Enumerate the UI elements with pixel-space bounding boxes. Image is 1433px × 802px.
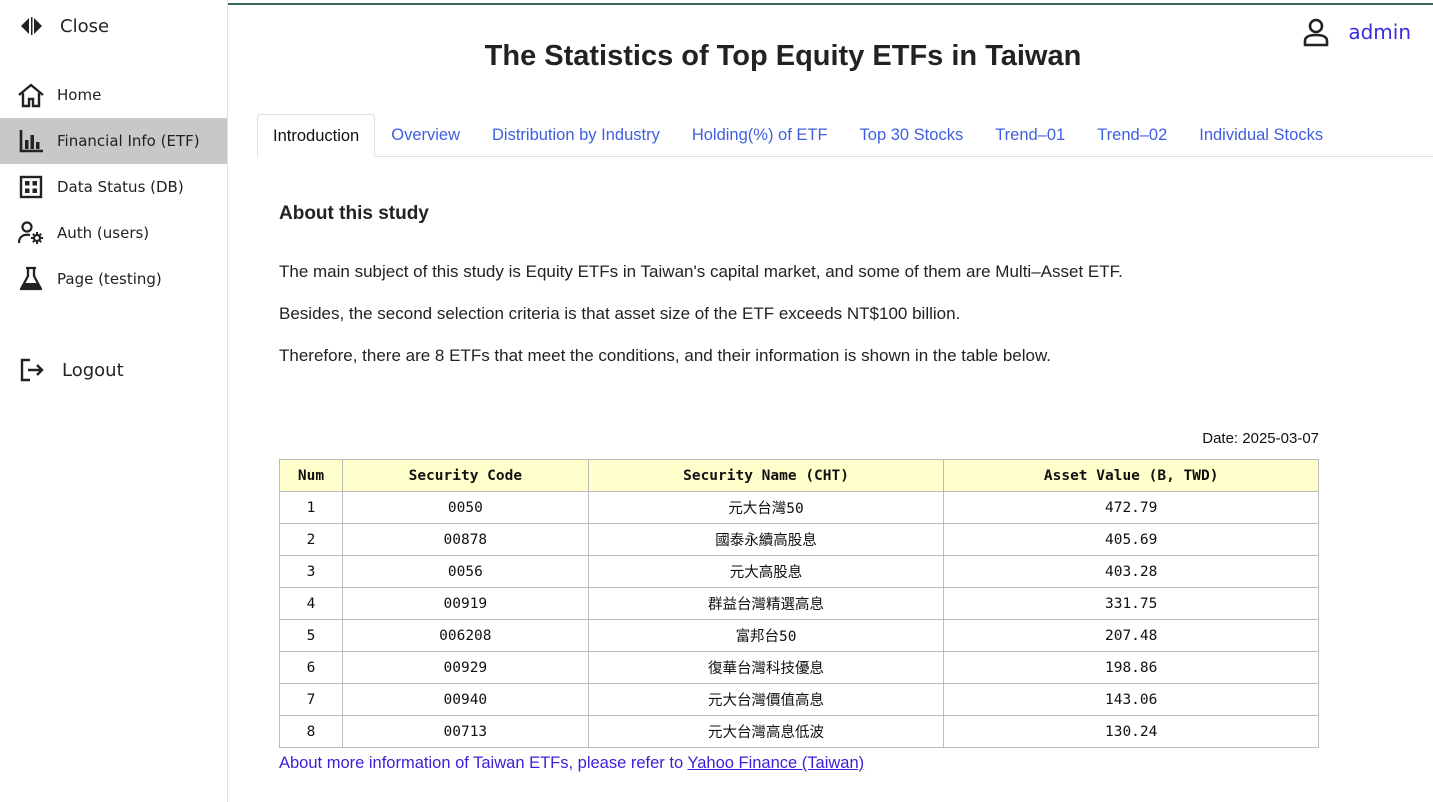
- cell-name: 群益台灣精選高息: [587, 587, 945, 620]
- etf-table: Num Security Code Security Name (CHT) As…: [279, 459, 1319, 748]
- table-row: 4 00919 群益台灣精選高息 331.75: [279, 587, 1319, 620]
- tab-top-30-stocks[interactable]: Top 30 Stocks: [859, 126, 964, 144]
- cell-name: 國泰永續高股息: [587, 523, 945, 556]
- column-header-num: Num: [279, 459, 343, 492]
- cell-name: 復華台灣科技優息: [587, 651, 945, 684]
- intro-paragraph-3: Therefore, there are 8 ETFs that meet th…: [279, 346, 1052, 365]
- table-row: 2 00878 國泰永續高股息 405.69: [279, 523, 1319, 556]
- cell-code: 00919: [341, 587, 589, 620]
- cell-value: 143.06: [943, 683, 1319, 716]
- cell-value: 198.86: [943, 651, 1319, 684]
- cell-name: 元大高股息: [587, 555, 945, 588]
- cell-num: 7: [279, 683, 343, 716]
- intro-paragraph-1: The main subject of this study is Equity…: [279, 262, 1123, 281]
- table-row: 5 006208 富邦台50 207.48: [279, 619, 1319, 652]
- cell-value: 403.28: [943, 555, 1319, 588]
- bar-chart-icon: [17, 127, 45, 155]
- tab-introduction[interactable]: Introduction: [257, 114, 376, 157]
- main-content: The Statistics of Top Equity ETFs in Tai…: [228, 0, 1433, 802]
- cell-code: 00713: [341, 715, 589, 748]
- sidebar-item-financial-info[interactable]: Financial Info (ETF): [0, 118, 227, 164]
- cell-code: 0056: [341, 555, 589, 588]
- cell-name: 富邦台50: [587, 619, 945, 652]
- yahoo-finance-link[interactable]: Yahoo Finance (Taiwan): [687, 754, 865, 772]
- table-row: 3 0056 元大高股息 403.28: [279, 555, 1319, 588]
- tab-individual-stocks[interactable]: Individual Stocks: [1199, 126, 1324, 144]
- sidebar-item-data-status[interactable]: Data Status (DB): [0, 164, 227, 210]
- cell-value: 331.75: [943, 587, 1319, 620]
- footer-text: About more information of Taiwan ETFs, p…: [279, 754, 688, 772]
- flask-icon: [17, 265, 45, 293]
- sidebar: Close Home Financial Info (ETF) Data Sta…: [0, 0, 228, 802]
- table-row: 8 00713 元大台灣高息低波 130.24: [279, 715, 1319, 748]
- cell-num: 2: [279, 523, 343, 556]
- column-header-security-code: Security Code: [341, 459, 589, 492]
- cell-code: 0050: [341, 491, 589, 524]
- sidebar-item-home[interactable]: Home: [0, 72, 227, 118]
- cell-name: 元大台灣高息低波: [587, 715, 945, 748]
- top-divider: [228, 3, 1433, 5]
- table-header-row: Num Security Code Security Name (CHT) As…: [279, 459, 1319, 492]
- table-row: 1 0050 元大台灣50 472.79: [279, 491, 1319, 524]
- sidebar-item-label: Home: [57, 86, 102, 104]
- date-label: Date: 2025-03-07: [1202, 430, 1319, 447]
- grid-icon: [17, 173, 45, 201]
- table-row: 6 00929 復華台灣科技優息 198.86: [279, 651, 1319, 684]
- user-name: admin: [1348, 20, 1411, 44]
- user-menu[interactable]: admin: [1302, 18, 1411, 47]
- user-gear-icon: [17, 219, 45, 247]
- sidebar-item-label: Financial Info (ETF): [57, 132, 200, 150]
- logout-label: Logout: [62, 359, 124, 381]
- tab-trend-02[interactable]: Trend–02: [1097, 126, 1168, 144]
- cell-num: 5: [279, 619, 343, 652]
- cell-code: 006208: [341, 619, 589, 652]
- cell-value: 207.48: [943, 619, 1319, 652]
- user-icon: [1302, 18, 1330, 47]
- close-sidebar-button[interactable]: Close: [18, 12, 109, 40]
- page-title: The Statistics of Top Equity ETFs in Tai…: [484, 40, 1082, 72]
- sidebar-item-label: Page (testing): [57, 270, 162, 288]
- home-icon: [17, 81, 45, 109]
- cell-name: 元大台灣價值高息: [587, 683, 945, 716]
- close-label: Close: [60, 15, 110, 37]
- footer-note: About more information of Taiwan ETFs, p…: [279, 754, 864, 773]
- tab-overview[interactable]: Overview: [391, 126, 460, 144]
- logout-icon: [18, 356, 46, 384]
- column-header-asset-value: Asset Value (B, TWD): [943, 459, 1319, 492]
- column-header-security-name: Security Name (CHT): [587, 459, 945, 492]
- section-heading: About this study: [279, 203, 429, 224]
- cell-num: 3: [279, 555, 343, 588]
- cell-name: 元大台灣50: [587, 491, 945, 524]
- cell-value: 130.24: [943, 715, 1319, 748]
- intro-paragraph-2: Besides, the second selection criteria i…: [279, 304, 961, 323]
- cell-num: 4: [279, 587, 343, 620]
- cell-code: 00878: [341, 523, 589, 556]
- cell-value: 472.79: [943, 491, 1319, 524]
- cell-value: 405.69: [943, 523, 1319, 556]
- cell-num: 1: [279, 491, 343, 524]
- tab-holding-of-etf[interactable]: Holding(%) of ETF: [691, 126, 828, 144]
- tab-distribution-by-industry[interactable]: Distribution by Industry: [492, 126, 660, 144]
- collapse-arrows-icon: [18, 12, 46, 40]
- tab-bar: Introduction Overview Distribution by In…: [257, 114, 1433, 157]
- logout-button[interactable]: Logout: [18, 356, 124, 384]
- tab-trend-01[interactable]: Trend–01: [995, 126, 1066, 144]
- sidebar-item-page-testing[interactable]: Page (testing): [0, 256, 227, 302]
- cell-num: 8: [279, 715, 343, 748]
- sidebar-item-label: Data Status (DB): [57, 178, 184, 196]
- cell-num: 6: [279, 651, 343, 684]
- sidebar-item-auth[interactable]: Auth (users): [0, 210, 227, 256]
- sidebar-item-label: Auth (users): [57, 224, 150, 242]
- table-row: 7 00940 元大台灣價值高息 143.06: [279, 683, 1319, 716]
- cell-code: 00940: [341, 683, 589, 716]
- cell-code: 00929: [341, 651, 589, 684]
- sidebar-nav: Home Financial Info (ETF) Data Status (D…: [0, 72, 227, 302]
